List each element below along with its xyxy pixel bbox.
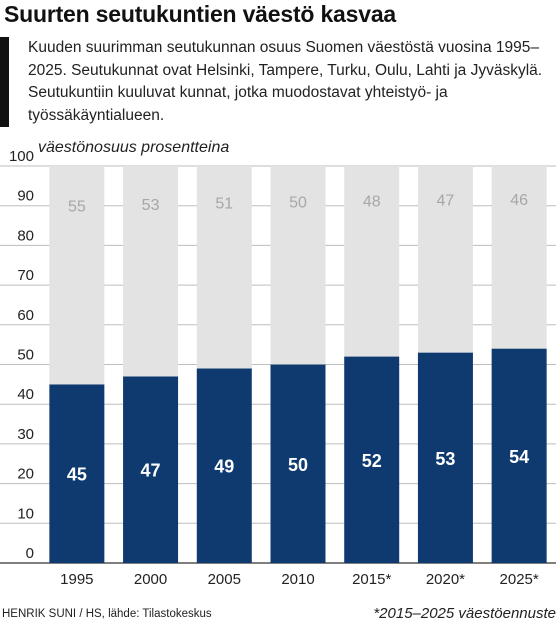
bar-rest-2015*: [344, 166, 400, 357]
forecast-note: *2015–2025 väestöennuste: [373, 605, 556, 622]
y-tick-label: 10: [17, 505, 34, 522]
y-tick-label: 100: [9, 148, 34, 165]
data-label-share-2000: 47: [141, 461, 161, 481]
data-label-share-1995: 45: [67, 465, 87, 485]
bar-share-2025*: [491, 348, 547, 563]
subtitle-accent-bar: [0, 37, 9, 127]
chart-title: Suurten seutukuntien väestö kasvaa: [4, 1, 397, 27]
bar-share-2000: [123, 376, 179, 563]
x-tick-label-2020*: 2020*: [426, 571, 465, 588]
bar-share-2020*: [417, 352, 473, 563]
data-label-share-2015*: 52: [362, 451, 382, 471]
bar-share-1995: [49, 384, 105, 563]
bar-rest-2025*: [491, 166, 547, 349]
x-tick-label-2000: 2000: [134, 571, 167, 588]
y-axis-label: väestönosuus prosentteina: [38, 139, 230, 156]
bar-share-2005: [196, 368, 252, 563]
y-tick-label: 90: [17, 188, 34, 205]
bar-share-2015*: [344, 356, 400, 563]
data-label-rest-2005: 51: [215, 195, 233, 212]
chart-subtitle: Kuuden suurimman seutukunnan osuus Suome…: [28, 39, 543, 124]
x-tick-label-1995: 1995: [60, 571, 93, 588]
data-label-rest-2010: 50: [289, 195, 307, 212]
data-label-share-2025*: 54: [509, 447, 529, 467]
data-label-rest-1995: 55: [68, 198, 86, 215]
x-tick-label-2025*: 2025*: [500, 571, 539, 588]
bar-rest-2020*: [417, 166, 473, 353]
x-tick-label-2010: 2010: [281, 571, 314, 588]
x-tick-label-2015*: 2015*: [352, 571, 391, 588]
data-label-share-2005: 49: [214, 457, 234, 477]
bar-rest-2010: [270, 166, 326, 365]
data-label-rest-2000: 53: [142, 197, 160, 214]
data-label-rest-2020*: 47: [437, 193, 455, 210]
y-tick-label: 20: [17, 466, 34, 483]
y-tick-label: 70: [17, 267, 34, 284]
x-tick-labels: 1995 2000 2005 2010 2015* 2020* 2025*: [60, 571, 539, 588]
x-tick-label-2005: 2005: [208, 571, 241, 588]
bars: 45 55 47 53 49 51 50 50 52 48 53 47 54 46: [49, 166, 547, 563]
bar-rest-2000: [123, 166, 179, 377]
data-label-share-2020*: 53: [435, 449, 455, 469]
bar-rest-2005: [196, 166, 252, 369]
source-credit: HENRIK SUNI / HS, lähde: Tilastokeskus: [2, 608, 212, 620]
data-label-rest-2015*: 48: [363, 193, 381, 210]
y-tick-label: 60: [17, 307, 34, 324]
y-tick-label: 40: [17, 386, 34, 403]
y-tick-label: 50: [17, 347, 34, 364]
y-tick-labels: 0 10 20 30 40 50 60 70 80 90 100: [9, 148, 34, 562]
data-label-share-2010: 50: [288, 455, 308, 475]
data-label-rest-2025*: 46: [510, 192, 528, 209]
y-tick-label: 80: [17, 227, 34, 244]
bar-rest-1995: [49, 166, 105, 385]
bar-share-2010: [270, 364, 326, 563]
y-tick-label: 30: [17, 426, 34, 443]
y-tick-label: 0: [26, 545, 34, 562]
